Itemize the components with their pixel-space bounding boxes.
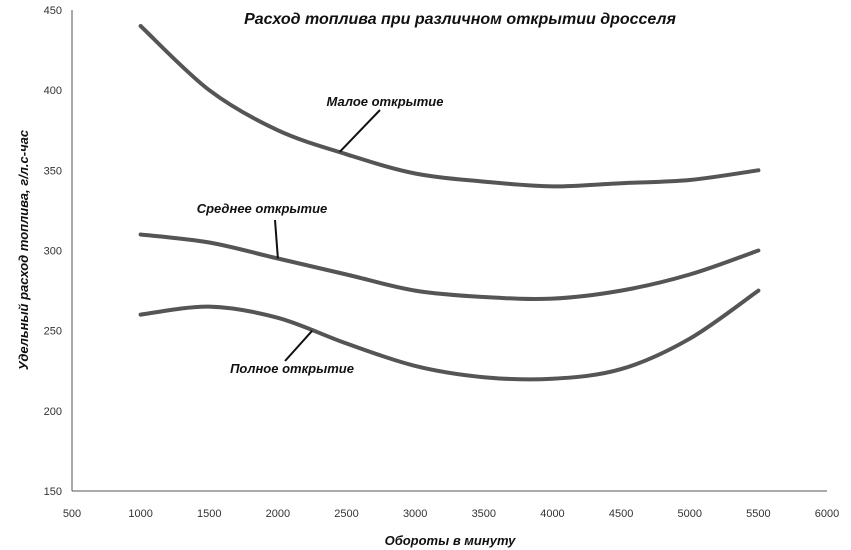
series-annotation-label: Среднее открытие bbox=[197, 201, 328, 216]
y-tick-label: 400 bbox=[44, 85, 62, 97]
series-annotations: Малое открытие Среднее открытие Полное отк… bbox=[197, 94, 444, 376]
x-axis-title: Обороты в минуту bbox=[385, 533, 517, 548]
x-tick-label: 5000 bbox=[677, 508, 701, 520]
x-tick-label: 2500 bbox=[334, 508, 358, 520]
series-line-3 bbox=[138, 288, 761, 382]
y-tick-label: 150 bbox=[44, 486, 62, 498]
x-tick-label: 4000 bbox=[540, 508, 564, 520]
y-tick-label: 250 bbox=[44, 326, 62, 338]
chart-title: Расход топлива при различном открытии др… bbox=[244, 11, 676, 28]
y-tick-label: 200 bbox=[44, 406, 62, 418]
x-tick-label: 1500 bbox=[197, 508, 221, 520]
x-tick-label: 500 bbox=[63, 508, 81, 520]
x-tick-label: 2000 bbox=[266, 508, 290, 520]
annotation-leader-line bbox=[274, 219, 279, 259]
series-annotation-label: Полное открытие bbox=[230, 361, 354, 376]
series-lines bbox=[138, 24, 761, 382]
series-line-2 bbox=[138, 232, 761, 301]
annotation-leader-line bbox=[284, 329, 313, 362]
y-axis-title: Удельный расход топлива, г/л.с-час bbox=[16, 129, 31, 370]
x-tick-label: 3000 bbox=[403, 508, 427, 520]
series-line-1 bbox=[138, 24, 761, 189]
y-tick-label: 300 bbox=[44, 246, 62, 258]
x-tick-label: 1000 bbox=[128, 508, 152, 520]
axes bbox=[71, 10, 827, 492]
annotation-leader-line bbox=[338, 109, 381, 153]
x-tick-label: 6000 bbox=[815, 508, 839, 520]
x-tick-label: 4500 bbox=[609, 508, 633, 520]
x-tick-label: 5500 bbox=[746, 508, 770, 520]
y-tick-label: 350 bbox=[44, 165, 62, 177]
x-tick-label: 3500 bbox=[472, 508, 496, 520]
series-annotation-label: Малое открытие bbox=[327, 94, 444, 109]
y-tick-label: 450 bbox=[44, 5, 62, 17]
tick-labels: 150 200 250 300 350 400 450 500 1000 1500 2000 2500… bbox=[44, 5, 840, 520]
